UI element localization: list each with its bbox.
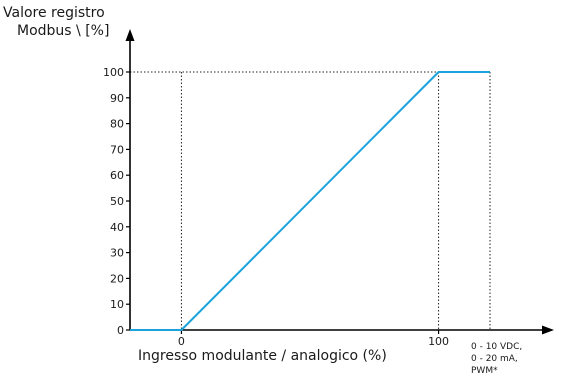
x-tick-label-100: 100 (428, 335, 449, 348)
y-tick-label-20: 20 (110, 272, 124, 285)
guide-lines (130, 71, 491, 330)
y-axis-arrowhead (125, 29, 135, 41)
y-tick-label-30: 30 (110, 247, 124, 260)
x-axis-note-line-1: 0 - 10 VDC, (471, 342, 522, 352)
y-tick-label-60: 60 (110, 169, 124, 182)
y-tick-label-100: 100 (103, 66, 124, 79)
y-tick-label-50: 50 (110, 195, 124, 208)
y-tick-label-80: 80 (110, 118, 124, 131)
x-axis-note-line-3: PWM* (471, 366, 498, 376)
y-axis-title-line-2: Modbus \ [%] (17, 23, 109, 39)
y-axis-title-line-1: Valore registro (3, 5, 105, 21)
x-ticks: 0 100 (178, 330, 449, 348)
y-tick-label-90: 90 (110, 92, 124, 105)
series-line-0 (130, 71, 490, 331)
y-ticks: 0 10 20 30 40 50 60 70 80 90 100 (103, 66, 130, 337)
x-axis-note-line-2: 0 - 20 mA, (471, 354, 518, 364)
y-tick-label-0: 0 (117, 324, 124, 337)
y-tick-label-70: 70 (110, 143, 124, 156)
axes (125, 29, 554, 335)
y-tick-label-10: 10 (110, 298, 124, 311)
x-axis-title: Ingresso modulante / analogico (%) (138, 348, 387, 364)
x-tick-label-0: 0 (178, 335, 185, 348)
y-tick-label-40: 40 (110, 221, 124, 234)
x-axis-arrowhead (542, 325, 554, 335)
series-group (130, 71, 490, 331)
